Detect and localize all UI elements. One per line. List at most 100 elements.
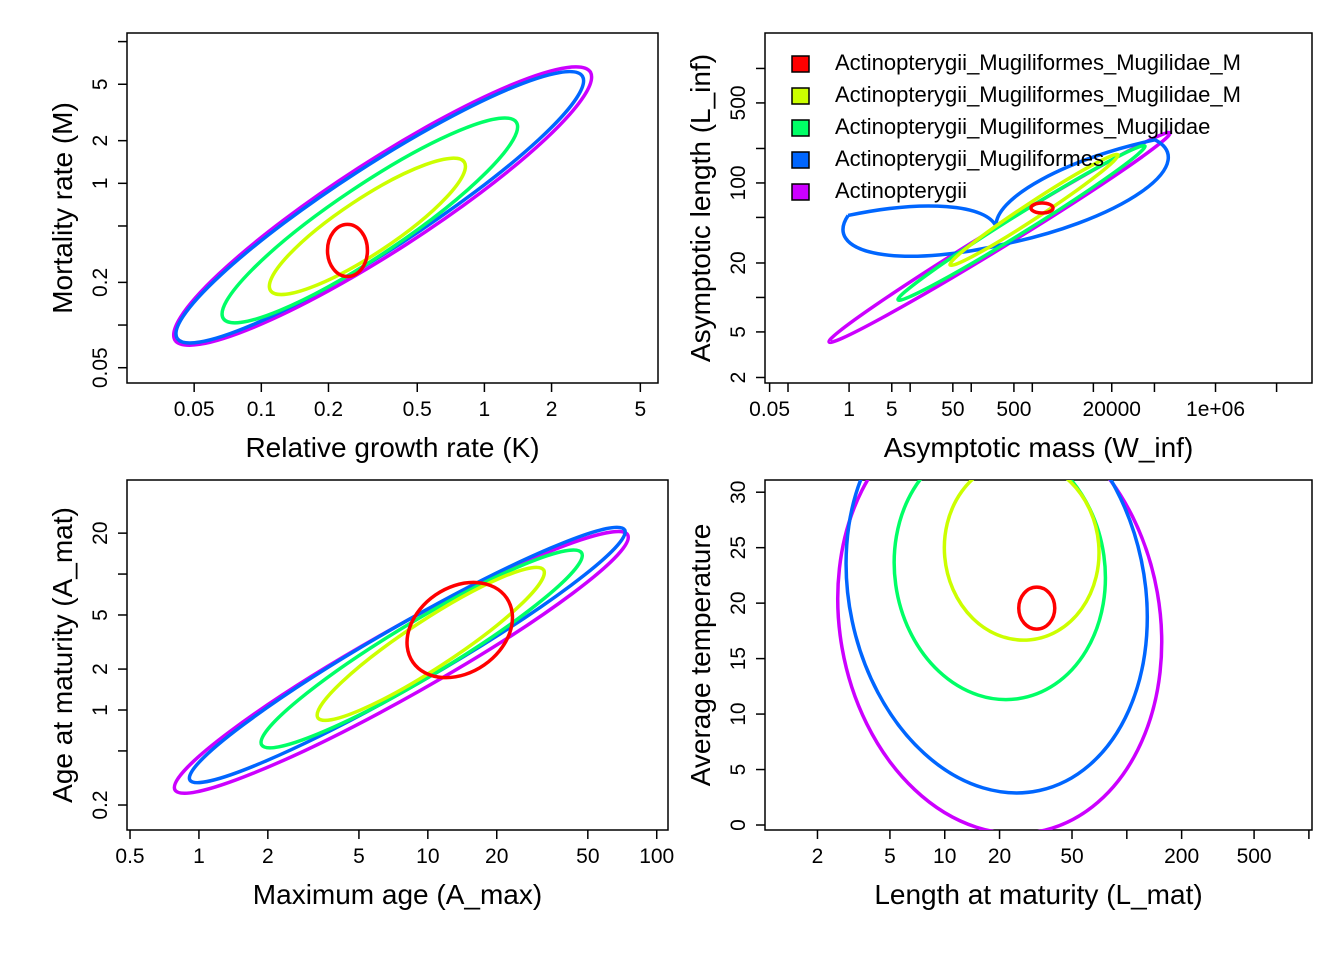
panel: 0.05 0.1 0.2 0.5 1 2 5 0.05 0.2 1 2 5 Relative growt… bbox=[47, 32, 659, 463]
legend: Actinopterygii_Mugiliformes_Mugilidae_M A… bbox=[791, 50, 1241, 203]
x-tick-label: 100 bbox=[639, 845, 674, 868]
x-tick-label: 1 bbox=[843, 398, 855, 421]
y-tick-label: 2 bbox=[89, 135, 112, 147]
y-tick-label: 20 bbox=[727, 251, 750, 274]
legend-label: Actinopterygii_Mugiliformes bbox=[835, 146, 1104, 171]
x-tick-label: 0.5 bbox=[403, 398, 432, 421]
y-axis-label: Mortality rate (M) bbox=[47, 102, 78, 314]
x-tick-label: 5 bbox=[353, 845, 365, 868]
panel: 0.5 1 2 5 10 20 50 100 0.2 1 2 5 20 Maximum age (A_ma… bbox=[47, 479, 674, 910]
y-axis-label: Age at maturity (A_mat) bbox=[47, 507, 78, 803]
x-tick-label: 2 bbox=[546, 398, 558, 421]
plot-area bbox=[835, 480, 1164, 830]
panel: 0.05 1 5 50 500 20000 1e+06 2 5 20 100 500 Asymptoti… bbox=[685, 32, 1313, 463]
ellipse bbox=[171, 65, 594, 347]
y-tick-label: 20 bbox=[89, 521, 112, 544]
y-tick-label: 5 bbox=[89, 78, 112, 90]
x-tick-label: 500 bbox=[996, 398, 1031, 421]
y-tick-label: 100 bbox=[727, 165, 750, 200]
x-tick-label: 50 bbox=[576, 845, 599, 868]
x-tick-label: 0.05 bbox=[174, 398, 215, 421]
ellipse bbox=[841, 137, 1171, 259]
ellipse bbox=[405, 580, 515, 680]
plot-frame bbox=[126, 479, 669, 831]
x-tick-label: 0.05 bbox=[749, 398, 790, 421]
y-tick-label: 20 bbox=[727, 591, 750, 614]
legend-label: Actinopterygii_Mugiliformes_Mugilidae bbox=[835, 114, 1210, 139]
ellipse bbox=[187, 525, 627, 785]
x-axis-label: Relative growth rate (K) bbox=[245, 432, 539, 463]
y-tick-label: 5 bbox=[89, 609, 112, 621]
y-tick-label: 10 bbox=[727, 702, 750, 725]
ellipse bbox=[892, 480, 1108, 702]
plot-area bbox=[172, 525, 630, 795]
x-tick-label: 50 bbox=[1060, 845, 1083, 868]
x-tick-label: 200 bbox=[1164, 845, 1199, 868]
y-tick-label: 0.2 bbox=[89, 790, 112, 819]
y-tick-label: 2 bbox=[727, 372, 750, 384]
ellipse bbox=[942, 480, 1101, 642]
legend-label: Actinopterygii_Mugiliformes_Mugilidae_M bbox=[835, 50, 1241, 75]
x-tick-label: 1 bbox=[193, 845, 205, 868]
x-tick-label: 10 bbox=[416, 845, 439, 868]
ellipse bbox=[220, 116, 520, 325]
x-tick-label: 5 bbox=[634, 398, 646, 421]
y-tick-label: 0.2 bbox=[89, 268, 112, 297]
legend-swatch bbox=[791, 119, 810, 137]
ellipse bbox=[172, 529, 630, 795]
y-tick-label: 2 bbox=[89, 663, 112, 675]
y-axis-label: Asymptotic length (L_inf) bbox=[685, 54, 716, 362]
x-tick-label: 10 bbox=[933, 845, 956, 868]
ellipse bbox=[325, 222, 370, 279]
y-tick-label: 1 bbox=[89, 704, 112, 716]
y-tick-label: 0 bbox=[727, 819, 750, 831]
legend-swatch bbox=[791, 183, 810, 201]
y-tick-label: 1 bbox=[89, 177, 112, 189]
plot-area bbox=[171, 65, 594, 347]
x-tick-label: 2 bbox=[262, 845, 274, 868]
ellipse bbox=[835, 480, 1164, 830]
plot-frame bbox=[126, 32, 659, 384]
ellipse bbox=[1017, 585, 1057, 631]
x-tick-label: 20 bbox=[485, 845, 508, 868]
x-tick-label: 2 bbox=[812, 845, 824, 868]
ellipse bbox=[259, 548, 584, 750]
y-tick-label: 500 bbox=[727, 85, 750, 120]
x-tick-label: 0.1 bbox=[247, 398, 276, 421]
ellipse bbox=[1029, 201, 1055, 215]
x-tick-label: 5 bbox=[886, 398, 898, 421]
y-tick-label: 25 bbox=[727, 536, 750, 559]
x-tick-label: 20 bbox=[988, 845, 1011, 868]
y-tick-label: 30 bbox=[727, 481, 750, 504]
x-tick-label: 1e+06 bbox=[1186, 398, 1245, 421]
x-tick-label: 500 bbox=[1237, 845, 1272, 868]
legend-swatch bbox=[791, 151, 810, 169]
ellipse bbox=[174, 69, 586, 345]
x-tick-label: 1 bbox=[479, 398, 491, 421]
x-tick-label: 20000 bbox=[1083, 398, 1141, 421]
plot-area: Actinopterygii_Mugiliformes_Mugilidae_M A… bbox=[791, 50, 1241, 345]
legend-swatch bbox=[791, 87, 810, 105]
x-tick-label: 0.5 bbox=[115, 845, 144, 868]
x-axis-label: Asymptotic mass (W_inf) bbox=[884, 432, 1194, 463]
legend-swatch bbox=[791, 55, 810, 73]
x-axis-label: Length at maturity (L_mat) bbox=[874, 879, 1202, 910]
x-tick-label: 5 bbox=[884, 845, 896, 868]
x-tick-label: 50 bbox=[941, 398, 964, 421]
y-tick-label: 5 bbox=[727, 326, 750, 338]
legend-label: Actinopterygii bbox=[835, 178, 967, 203]
ellipse bbox=[267, 156, 468, 297]
ellipse bbox=[844, 480, 1150, 795]
ellipse bbox=[827, 130, 1172, 345]
x-axis-label: Maximum age (A_max) bbox=[253, 879, 542, 910]
x-tick-label: 0.2 bbox=[314, 398, 343, 421]
y-tick-label: 0.05 bbox=[89, 347, 112, 388]
y-axis-label: Average temperature bbox=[685, 524, 716, 787]
legend-label: Actinopterygii_Mugiliformes_Mugilidae_M bbox=[835, 82, 1241, 107]
ellipse bbox=[948, 152, 1120, 268]
ellipse bbox=[315, 565, 547, 723]
plot-frame bbox=[764, 32, 1313, 384]
